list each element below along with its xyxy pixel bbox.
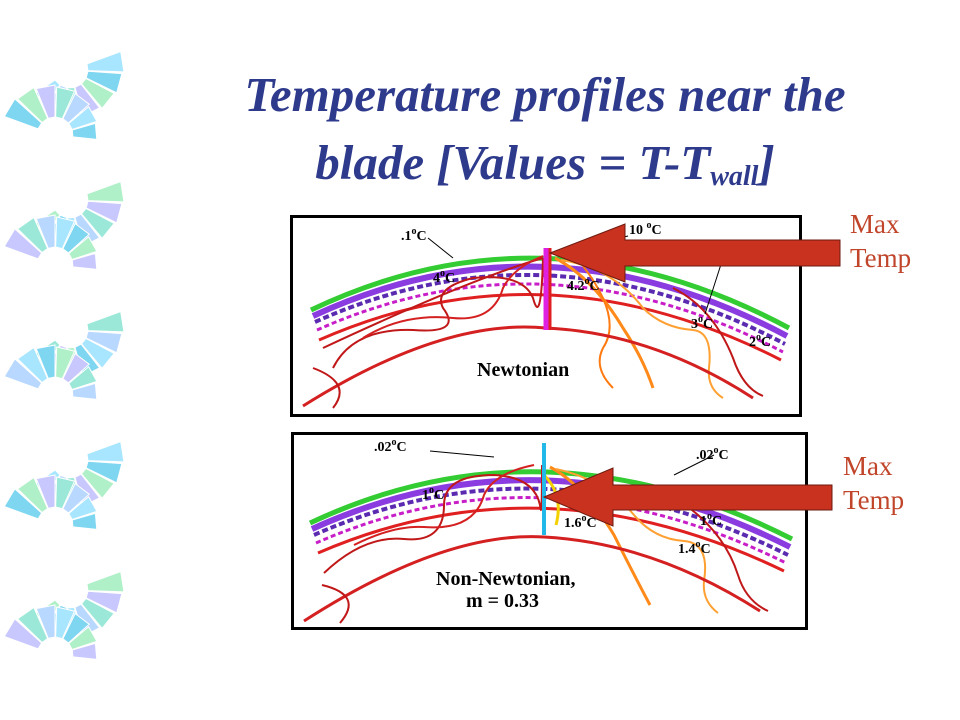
- contour-label: 4oC: [433, 268, 456, 286]
- decorative-spiral-border: [3, 50, 125, 660]
- spiral-wedge: [68, 235, 98, 261]
- spiral-wedge: [16, 606, 49, 644]
- spiral-wedge: [16, 346, 49, 384]
- spiral-wedge: [86, 180, 125, 203]
- contour-magenta: [316, 282, 784, 354]
- spiral-wedge: [62, 352, 90, 384]
- contour-red-low: [321, 584, 350, 624]
- contour-loop-left-2: [353, 464, 535, 546]
- spiral-wedge: [55, 476, 76, 510]
- title-subscript: wall: [710, 161, 759, 192]
- spiral-wedge: [80, 467, 115, 500]
- spiral-wedge: [62, 482, 90, 514]
- spiral-wedge: [68, 625, 98, 651]
- spiral-wedge: [55, 86, 76, 120]
- spiral-segment: [3, 84, 98, 140]
- contour-label: 10 oC: [629, 220, 662, 238]
- newtonian-contour-plot: .1oC 10 oC 4oC 4.2oC 3oC 2oC Newtonian: [290, 215, 802, 417]
- panel-caption-line-1: Non-Newtonian,: [436, 568, 576, 590]
- spiral-segment: [3, 214, 98, 270]
- spiral-wedge: [62, 612, 90, 644]
- spiral-wedge: [55, 346, 76, 380]
- spiral-wedge: [55, 606, 76, 640]
- contour-loop-left-2: [362, 255, 544, 339]
- spiral-wedge: [80, 337, 115, 370]
- contour-loop-left: [332, 257, 544, 369]
- spiral-wedge: [71, 512, 98, 530]
- spiral-segment: [3, 604, 98, 660]
- contour-orange-3: [582, 265, 614, 389]
- spiral-wedge: [85, 460, 123, 484]
- spiral-wedge: [68, 365, 98, 391]
- contour-label: 1oC: [422, 485, 445, 503]
- non-newtonian-contour-plot: .02oC .02oC 1oC 1.6oC 1oC 1.4oC Non-Newt…: [291, 432, 808, 630]
- slide-title-line-2: blade [Values = T-Twall]: [150, 138, 940, 191]
- spiral-wedge: [68, 495, 98, 521]
- spiral-wedge: [3, 618, 43, 650]
- panel-caption: Newtonian: [477, 359, 570, 381]
- leader-line-2: [554, 235, 629, 255]
- spiral-wedge: [71, 382, 98, 400]
- max-temp-label-2: Max Temp: [843, 451, 905, 515]
- contour-label: 3oC: [691, 314, 714, 332]
- contour-label: 2oC: [749, 332, 772, 350]
- leader-line-1: [427, 237, 454, 259]
- spiral-wedge: [3, 228, 43, 260]
- spiral-wedge: [62, 92, 90, 124]
- contour-red-2: [322, 257, 544, 349]
- spiral-segment: [3, 474, 98, 530]
- spiral-wedge: [85, 200, 123, 224]
- spiral-wedge: [35, 344, 56, 379]
- contour-label: 1oC: [700, 511, 723, 529]
- spiral-wedge: [3, 488, 43, 520]
- contour-label: 1.4oC: [678, 539, 711, 557]
- spiral-wedge: [71, 122, 98, 140]
- spiral-wedge: [85, 590, 123, 614]
- contour-label: .02oC: [696, 445, 729, 463]
- contour-loop-left: [323, 464, 543, 574]
- contour-magenta: [315, 496, 787, 565]
- newtonian-contours: [302, 235, 791, 409]
- panel-caption-line-2: m = 0.33: [466, 590, 540, 612]
- spiral-wedge: [3, 98, 43, 130]
- spiral-wedge: [16, 476, 49, 514]
- contour-label: .02oC: [374, 437, 407, 455]
- spiral-wedge: [80, 207, 115, 240]
- spiral-wedge: [62, 222, 90, 254]
- title-bracket: ]: [758, 135, 775, 190]
- spiral-wedge: [68, 105, 98, 131]
- spiral-wedge: [85, 70, 123, 94]
- spiral-wedge: [16, 86, 49, 124]
- spiral-wedge: [35, 604, 56, 639]
- leader-line-1: [429, 450, 495, 458]
- spiral-wedge: [71, 252, 98, 270]
- spiral-wedge: [35, 214, 56, 249]
- spiral-wedge: [80, 77, 115, 110]
- contour-red-low: [312, 367, 341, 409]
- slide-title-line-1: Temperature profiles near the: [244, 67, 846, 122]
- spiral-wedge: [80, 597, 115, 630]
- spiral-wedge: [86, 440, 125, 463]
- contour-red-right: [672, 287, 764, 397]
- spiral-wedge: [35, 84, 56, 119]
- contour-label: 1.6oC: [564, 513, 597, 531]
- spiral-wedge: [86, 310, 125, 333]
- contour-red-outer: [303, 535, 761, 623]
- max-temp-label-1: Max Temp: [850, 209, 912, 273]
- spiral-wedge: [85, 330, 123, 354]
- contour-label: .1oC: [401, 226, 427, 244]
- spiral-wedge: [71, 642, 98, 660]
- spiral-wedge: [86, 50, 125, 73]
- spiral-wedge: [3, 358, 43, 390]
- spiral-wedge: [16, 216, 49, 254]
- contour-label: 4.2oC: [567, 276, 600, 294]
- spiral-wedge: [86, 570, 125, 593]
- spiral-wedge: [35, 474, 56, 509]
- title-main: blade [Values = T-T: [315, 135, 711, 190]
- spiral-segment: [3, 344, 98, 400]
- spiral-wedge: [55, 216, 76, 250]
